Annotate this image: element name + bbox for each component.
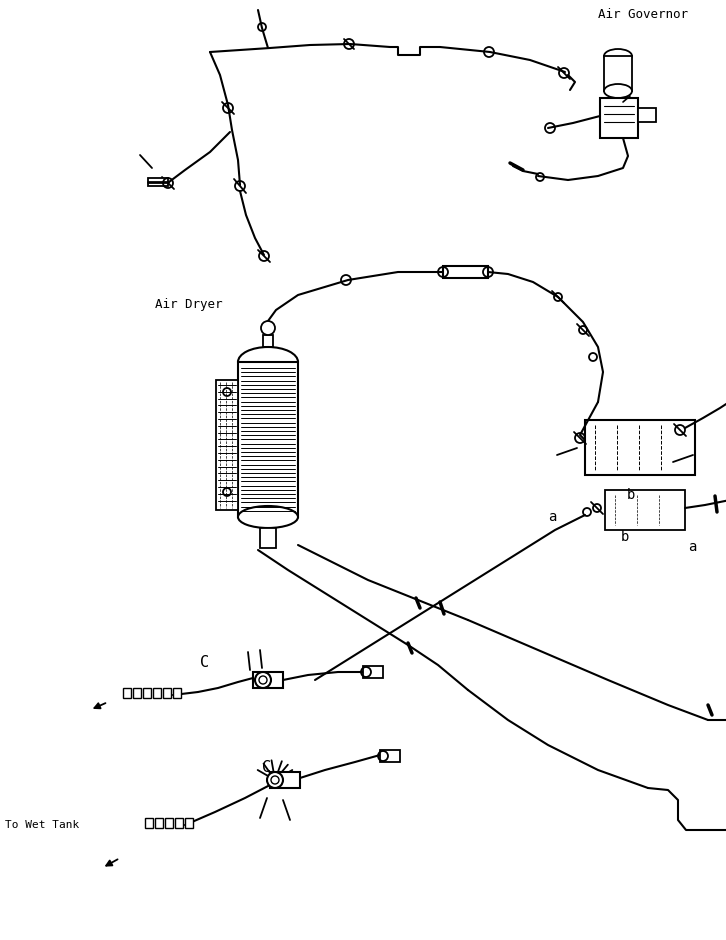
Bar [175, 818, 183, 828]
Bar [123, 688, 131, 698]
Bar [148, 178, 168, 186]
Bar [380, 750, 400, 762]
Bar [165, 818, 173, 828]
Bar [363, 666, 383, 678]
Bar [260, 528, 276, 548]
Circle shape [271, 776, 279, 784]
Bar [145, 818, 153, 828]
Bar [153, 688, 161, 698]
Bar [605, 490, 685, 530]
Bar [238, 362, 298, 517]
Text: b: b [627, 488, 635, 502]
Bar [638, 108, 656, 122]
Bar [216, 380, 238, 510]
Ellipse shape [238, 506, 298, 528]
Circle shape [267, 772, 283, 788]
Text: C: C [262, 760, 271, 775]
Bar [155, 818, 163, 828]
Circle shape [261, 321, 275, 335]
Bar [143, 688, 151, 698]
Text: Air Dryer: Air Dryer [155, 298, 222, 311]
Text: Air Governor: Air Governor [598, 8, 688, 21]
Text: a: a [688, 540, 696, 554]
Bar [173, 688, 181, 698]
Bar [443, 266, 488, 278]
Text: C: C [200, 655, 209, 670]
Bar [185, 818, 193, 828]
Bar [270, 772, 300, 788]
Text: a: a [548, 510, 556, 524]
Bar [253, 672, 283, 688]
Bar [585, 420, 695, 475]
Text: b: b [621, 530, 629, 544]
Bar [604, 56, 632, 91]
Circle shape [255, 672, 271, 688]
Bar [163, 688, 171, 698]
Bar [263, 335, 273, 347]
Ellipse shape [238, 347, 298, 377]
Ellipse shape [604, 84, 632, 98]
Bar [133, 688, 141, 698]
Ellipse shape [604, 49, 632, 63]
Bar [600, 98, 638, 138]
Text: To Wet Tank: To Wet Tank [5, 820, 79, 830]
Circle shape [259, 676, 267, 684]
